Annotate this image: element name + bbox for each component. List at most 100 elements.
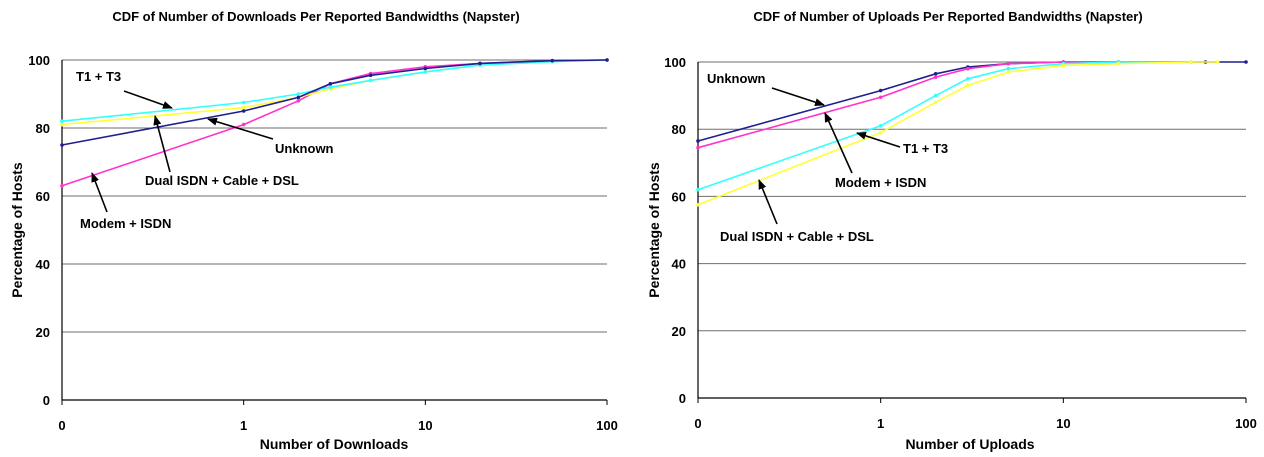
x-tick-label: 10 <box>1056 416 1070 431</box>
x-axis-label: Number of Uploads <box>905 436 1035 452</box>
annotation-arrow <box>153 115 171 173</box>
series-t1-t3 <box>60 58 609 123</box>
annotation-dual-isdn-cable-dsl: Dual ISDN + Cable + DSL <box>720 229 874 244</box>
data-point <box>696 203 700 207</box>
data-point <box>423 66 428 71</box>
data-point <box>878 130 883 135</box>
data-point <box>696 139 700 143</box>
data-point <box>878 88 883 93</box>
data-point <box>423 70 428 74</box>
x-tick-label: 100 <box>596 418 618 433</box>
data-point <box>933 75 938 79</box>
data-point <box>605 58 609 62</box>
chart-title: CDF of Number of Downloads Per Reported … <box>112 9 520 24</box>
annotation-dual-isdn-cable-dsl: Dual ISDN + Cable + DSL <box>145 173 299 188</box>
data-point <box>60 122 64 127</box>
series-line <box>61 59 608 126</box>
data-point <box>1189 60 1193 64</box>
series-modem-isdn <box>60 58 609 188</box>
x-tick-label: 0 <box>694 416 701 431</box>
downloads-cdf-chart: CDF of Number of Downloads Per Reported … <box>9 9 618 452</box>
annotation-arrow <box>123 90 173 109</box>
y-tick-label: 20 <box>672 324 686 339</box>
data-point <box>696 145 700 150</box>
y-tick-label: 80 <box>36 121 50 136</box>
annotation-arrow <box>758 179 778 225</box>
data-point <box>296 92 301 96</box>
data-point <box>933 93 938 98</box>
uploads-plot-area: 0 20 40 60 80 100 0 1 10 100 Unknown T1 + T3 Modem +… <box>664 55 1257 431</box>
y-tick-label: 60 <box>672 189 686 204</box>
data-point <box>1061 63 1066 68</box>
data-point <box>328 85 333 89</box>
series-line <box>697 61 1191 149</box>
annotation-modem-isdn: Modem + ISDN <box>80 216 171 231</box>
series-modem-isdn <box>696 60 1193 150</box>
data-point <box>296 95 301 100</box>
data-point <box>60 143 64 147</box>
data-point <box>478 61 482 66</box>
chart-title: CDF of Number of Uploads Per Reported Ba… <box>753 9 1143 24</box>
data-point <box>241 122 246 127</box>
annotation-arrow <box>207 117 274 140</box>
data-point <box>1006 70 1011 74</box>
data-point <box>1006 61 1011 66</box>
y-axis-label: Percentage of Hosts <box>646 162 662 298</box>
data-point <box>60 184 64 188</box>
data-point <box>878 124 883 128</box>
series-line <box>61 59 608 187</box>
uploads-cdf-chart: CDF of Number of Uploads Per Reported Ba… <box>632 0 1264 457</box>
x-axis-label: Number of Downloads <box>259 436 409 452</box>
data-point <box>933 71 938 76</box>
data-point <box>368 73 373 78</box>
x-tick-label: 1 <box>877 416 884 431</box>
data-point <box>60 119 64 123</box>
y-tick-label: 60 <box>36 189 50 204</box>
y-tick-label: 40 <box>672 257 686 272</box>
data-point <box>966 77 970 81</box>
annotation-t1-t3: T1 + T3 <box>76 69 121 84</box>
y-tick-label: 100 <box>664 55 686 70</box>
data-point <box>696 187 700 192</box>
y-axis-label: Percentage of Hosts <box>9 162 25 298</box>
y-tick-label: 0 <box>43 393 50 408</box>
data-point <box>1244 60 1248 64</box>
data-point <box>368 78 373 83</box>
data-point <box>1006 66 1011 71</box>
annotation-modem-isdn: Modem + ISDN <box>835 175 926 190</box>
series-line <box>697 61 1191 191</box>
data-point <box>1215 60 1220 64</box>
x-tick-label: 10 <box>418 418 432 433</box>
series-dual-isdn-cable-dsl <box>696 60 1220 207</box>
series-unknown <box>696 60 1248 143</box>
x-tick-label: 100 <box>1235 416 1257 431</box>
y-tick-label: 100 <box>28 53 50 68</box>
data-point <box>241 105 246 110</box>
annotation-unknown: Unknown <box>707 71 766 86</box>
annotation-arrow <box>856 131 901 148</box>
annotation-t1-t3: T1 + T3 <box>903 141 948 156</box>
x-tick-label: 0 <box>58 418 65 433</box>
series-dual-isdn-cable-dsl <box>60 58 609 127</box>
data-point <box>1116 61 1121 66</box>
annotation-arrow <box>771 87 825 107</box>
annotation-arrow <box>91 172 108 213</box>
downloads-plot-area: 0 20 40 60 80 100 0 1 10 100 T1 + T3 Unknown Dual IS… <box>28 53 618 433</box>
y-tick-label: 20 <box>36 325 50 340</box>
series-line <box>61 59 608 146</box>
data-point <box>241 109 246 113</box>
series-unknown <box>60 58 609 147</box>
y-tick-label: 40 <box>36 257 50 272</box>
y-tick-label: 80 <box>672 122 686 137</box>
data-point <box>296 99 301 103</box>
x-tick-label: 1 <box>240 418 247 433</box>
data-point <box>328 82 333 86</box>
data-point <box>241 100 246 105</box>
data-point <box>966 83 970 88</box>
data-point <box>550 58 555 63</box>
data-point <box>878 95 883 100</box>
data-point <box>966 66 970 71</box>
y-tick-label: 0 <box>679 391 686 406</box>
series-t1-t3 <box>696 60 1193 192</box>
series-line <box>61 59 608 122</box>
